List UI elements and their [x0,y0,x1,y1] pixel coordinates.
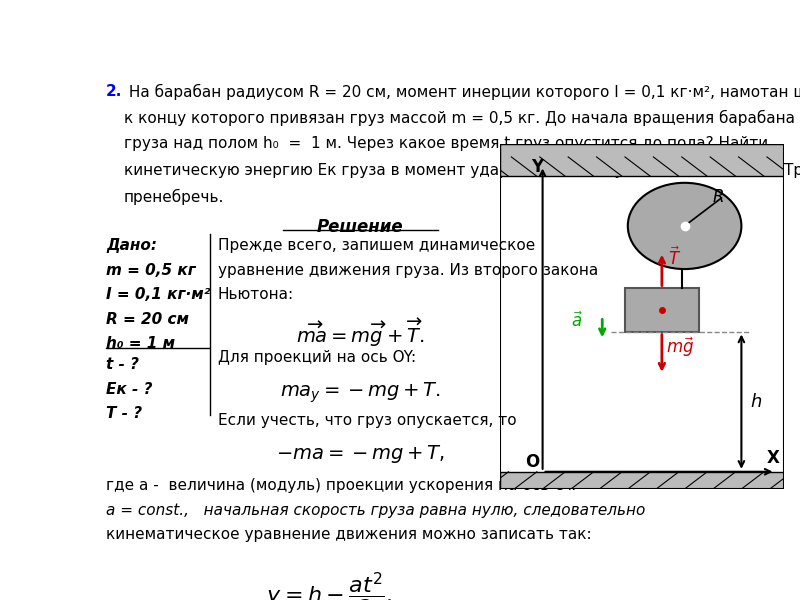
Text: $-ma = -mg + T,$: $-ma = -mg + T,$ [276,443,445,466]
Text: Дано:: Дано: [106,238,157,253]
Text: пренебречь.: пренебречь. [123,189,224,205]
Text: Прежде всего, запишем динамическое: Прежде всего, запишем динамическое [218,238,535,253]
Text: a = const.,   начальная скорость груза равна нулю, следовательно: a = const., начальная скорость груза рав… [106,503,646,518]
Text: Для проекций на ось OY:: Для проекций на ось OY: [218,350,416,365]
Text: $\vec{a}$: $\vec{a}$ [571,312,583,331]
Text: $m\vec{g}$: $m\vec{g}$ [666,335,694,359]
Text: груза над полом h₀  =  1 м. Через какое время t груз опустится до пола? Найти: груза над полом h₀ = 1 м. Через какое вр… [123,136,768,151]
Text: Если учесть, что груз опускается, то: Если учесть, что груз опускается, то [218,413,517,428]
Bar [625,289,699,332]
Text: уравнение движения груза. Из второго закона: уравнение движения груза. Из второго зак… [218,263,598,278]
Bar [500,144,784,176]
Text: X: X [767,449,780,467]
Text: На барабан радиусом R = 20 см, момент инерции которого I = 0,1 кг·м², намотан шн: На барабан радиусом R = 20 см, момент ин… [123,83,800,100]
Text: где a -  величина (модуль) проекции ускорения на ось OY.: где a - величина (модуль) проекции ускор… [106,478,576,493]
Circle shape [628,183,742,269]
Bar [500,472,784,489]
Text: кинетическую энергию Eк груза в момент удара о пол и силу натяжения нити T. Трен: кинетическую энергию Eк груза в момент у… [123,163,800,178]
Text: $y = h - \dfrac{at^2}{2}.$: $y = h - \dfrac{at^2}{2}.$ [266,571,393,600]
Text: кинематическое уравнение движения можно записать так:: кинематическое уравнение движения можно … [106,527,592,542]
Text: 2.: 2. [106,83,122,98]
Text: t - ?: t - ? [106,357,139,372]
Text: к концу которого привязан груз массой m = 0,5 кг. До начала вращения барабана вы: к концу которого привязан груз массой m … [123,110,800,126]
Text: $ma_y = -mg + T.$: $ma_y = -mg + T.$ [280,380,441,404]
Text: R: R [713,188,725,206]
Text: $\overrightarrow{ma} = m\overrightarrow{g} + \overrightarrow{T}.$: $\overrightarrow{ma} = m\overrightarrow{… [296,317,425,349]
Text: Решение: Решение [317,218,404,236]
Text: I = 0,1 кг·м²: I = 0,1 кг·м² [106,287,210,302]
Text: Ньютона:: Ньютона: [218,287,294,302]
Text: h₀ = 1 м: h₀ = 1 м [106,336,175,351]
Text: $\vec{T}$: $\vec{T}$ [667,246,681,269]
Text: Y: Y [531,158,543,176]
Text: m = 0,5 кг: m = 0,5 кг [106,263,196,278]
Text: Eк - ?: Eк - ? [106,382,153,397]
Text: R = 20 см: R = 20 см [106,312,189,327]
Text: T - ?: T - ? [106,406,142,421]
Text: h: h [750,392,762,410]
Text: O: O [526,454,540,472]
